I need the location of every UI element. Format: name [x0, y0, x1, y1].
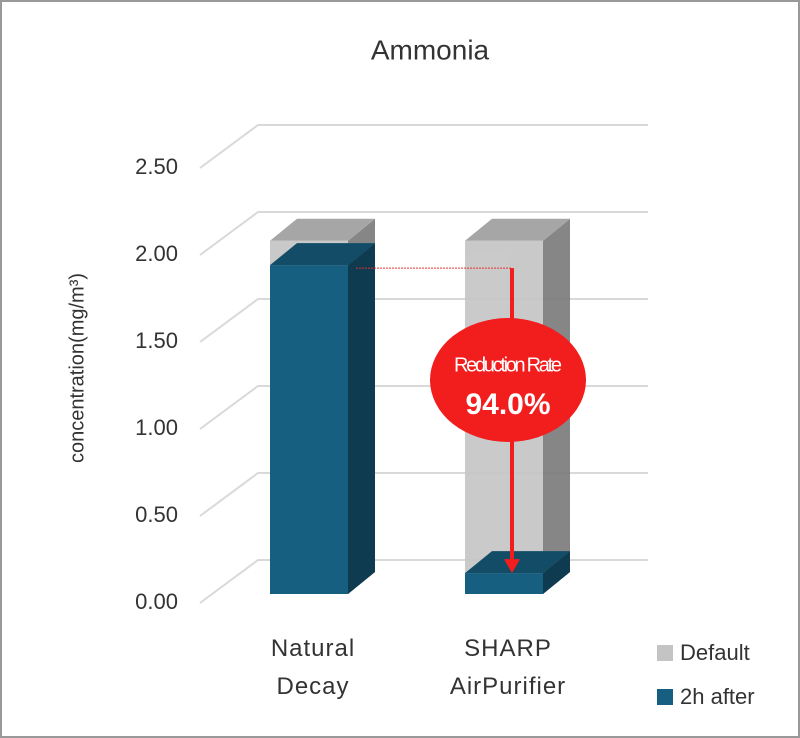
bar-top: [465, 218, 570, 241]
bar-front: [270, 265, 348, 594]
bar-top: [270, 243, 375, 266]
annotation-value: 94.0%: [465, 388, 550, 421]
chart-title: Ammonia: [371, 34, 490, 65]
bar-top: [270, 218, 375, 241]
legend-swatch: [657, 645, 673, 661]
y-tick-label: 0.00: [135, 589, 178, 614]
legend-swatch: [657, 689, 673, 705]
arrow-head: [504, 559, 520, 574]
bar: [270, 243, 375, 594]
y-tick-label: 1.50: [135, 328, 178, 353]
bar-side: [348, 243, 375, 594]
bar-side: [543, 551, 570, 594]
legend-label: Default: [680, 640, 750, 665]
legend-label: 2h after: [680, 684, 755, 709]
annotation-title: Reduction Rate: [454, 354, 562, 376]
grid-line: [199, 124, 648, 169]
x-tick-label: Natural Decay: [270, 635, 356, 700]
y-tick-label: 0.50: [135, 502, 178, 527]
y-tick-label: 2.00: [135, 241, 178, 266]
y-tick-label: 1.00: [135, 415, 178, 440]
bar-front: [465, 573, 543, 594]
annotation-bubble: [430, 318, 586, 442]
y-tick-label: 2.50: [135, 154, 178, 179]
grid-line: [199, 211, 648, 256]
x-tick-label: SHARP AirPurifier: [449, 635, 567, 700]
y-axis-label: concentration(mg/m³): [66, 273, 88, 463]
